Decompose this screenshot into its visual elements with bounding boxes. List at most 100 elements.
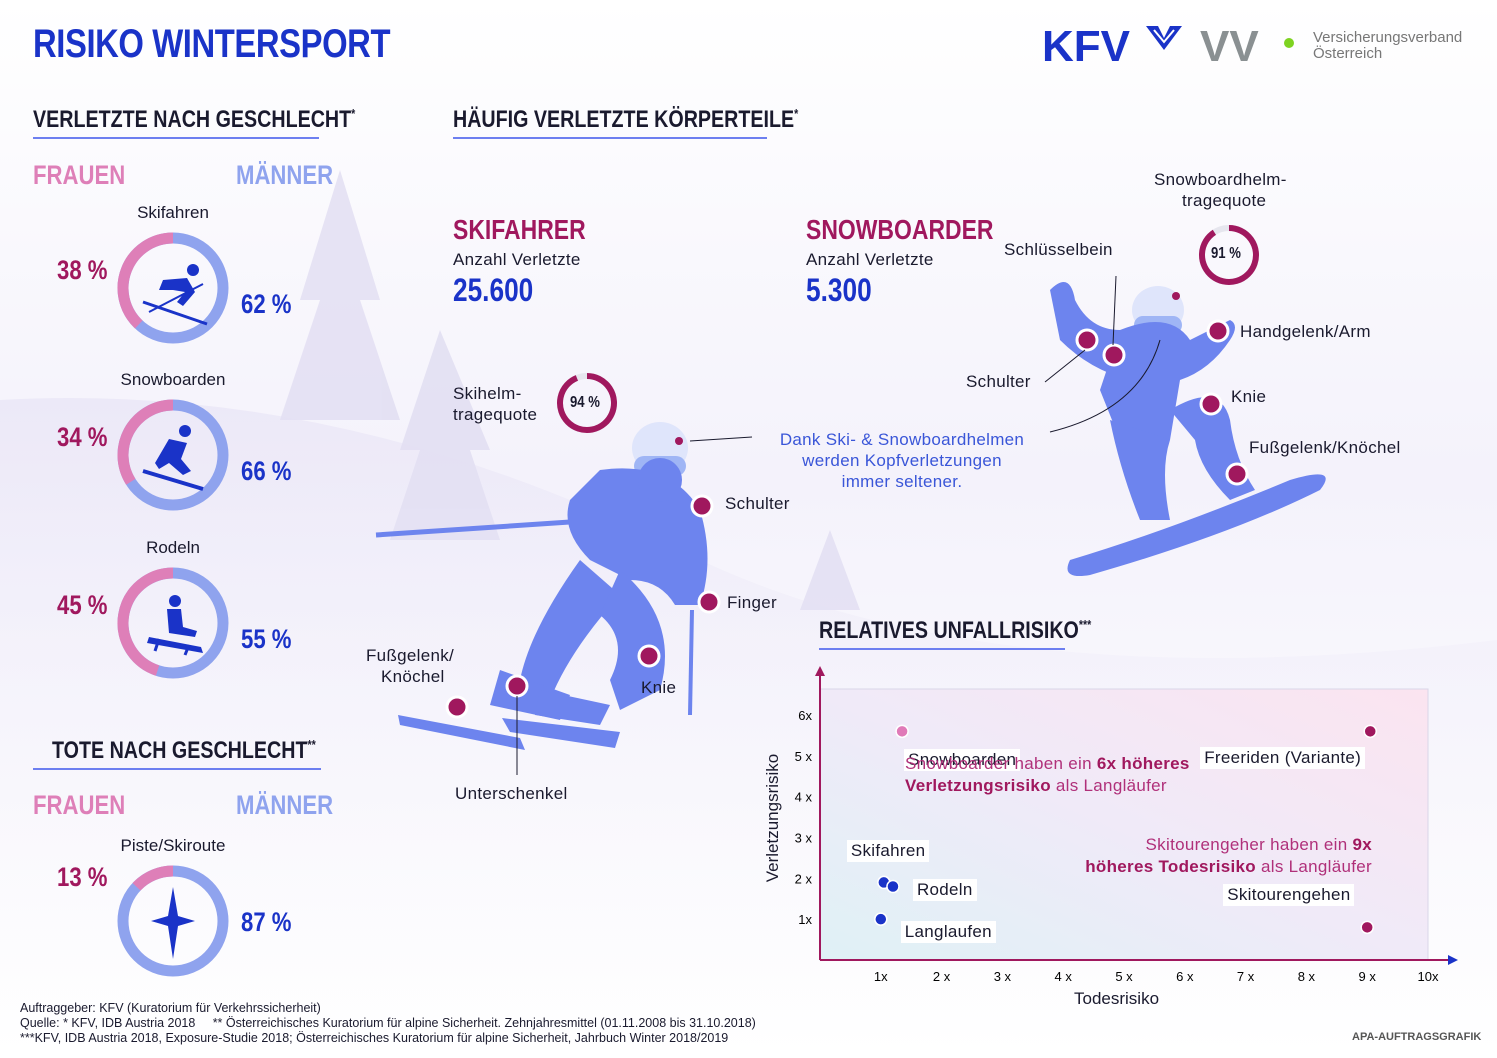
skier-helmet-label-1: Skihelm- (453, 384, 522, 403)
tour-risk-note: Skitourengeher haben ein 9x höheres Todes… (1040, 834, 1372, 878)
risk-chart-underline (819, 648, 1065, 650)
deaths-item-label: Piste/Skiroute (120, 836, 226, 855)
injured-gender-title-text: VERLETZTE NACH GESCHLECHT (33, 106, 352, 133)
y-tick-label: 1x (798, 912, 812, 927)
sport-female-pct: 38 % (57, 255, 108, 285)
marker-snow-shoulder (1075, 328, 1099, 352)
skier-label-ankle-1: Fußgelenk/ (366, 646, 455, 665)
point-label: Rodeln (912, 878, 977, 901)
sport-donut (117, 232, 229, 344)
marker-skier-knee (637, 644, 661, 668)
marker-skier-shoulder (690, 494, 714, 518)
x-tick-label: 8 x (1298, 969, 1316, 984)
snow-note-bold: 6x höheres (1096, 754, 1190, 773)
snowboarder-helmet-arc (1199, 225, 1259, 285)
skier-icon (142, 264, 208, 326)
x-tick-label: 10x (1418, 969, 1439, 984)
x-tick-label: 3 x (994, 969, 1012, 984)
kfv-logo: KFV (1042, 22, 1182, 72)
sport-male-pct: 55 % (241, 624, 292, 654)
skier-label-shoulder: Schulter (725, 494, 790, 513)
x-tick-label: 7 x (1237, 969, 1255, 984)
tour-note-bold: 9x (1352, 835, 1372, 854)
vv-logo-text: VV (1200, 22, 1259, 71)
marker-skier-lower-leg (505, 674, 529, 698)
snow-label-wrist: Handgelenk/Arm (1240, 322, 1371, 341)
snow-note-bold2: Verletzungsrisiko (905, 776, 1051, 795)
point-langlaufen (874, 912, 888, 926)
snowboarder-helmet-donut (1199, 225, 1259, 285)
body-parts-title: HÄUFIG VERLETZTE KÖRPERTEILE* (453, 106, 798, 134)
skier-title: SKIFAHRER (453, 214, 586, 245)
compass-star-icon (151, 887, 195, 959)
sport-male-pct: 62 % (241, 289, 292, 319)
sport-label: Skifahren (137, 203, 209, 222)
skier-label-knee: Knie (641, 678, 677, 697)
x-axis-title: Todesrisiko (1074, 989, 1160, 1008)
deaths-donut (117, 865, 229, 977)
marker-snow-head (1172, 292, 1180, 300)
sport-label: Snowboarden (120, 370, 226, 389)
page-title: RISIKO WINTERSPORT (33, 22, 391, 66)
snowboarder-count-label: Anzahl Verletzte (806, 250, 934, 269)
vv-logo-dot (1284, 38, 1294, 48)
snowboarder-helmet-label-1: Snowboardhelm- (1154, 170, 1287, 189)
point-label: Freeriden (Variante) (1200, 747, 1366, 770)
sport-donut (117, 399, 229, 511)
skier-helmet-arc (557, 373, 617, 433)
sport-male-pct: 66 % (241, 456, 292, 486)
y-ticks: 1x 2 x 3 x 4 x 5 x 6x (795, 708, 813, 927)
y-axis-title: Verletzungsrisiko (763, 753, 782, 883)
skier-helmet-donut (557, 373, 617, 433)
male-label: MÄNNER (236, 160, 334, 190)
sport-female-pct: 45 % (57, 590, 108, 620)
body-parts-title-text: HÄUFIG VERLETZTE KÖRPERTEILE (453, 106, 795, 133)
deaths-female-pct: 13 % (57, 862, 108, 892)
female-label: FRAUEN (33, 160, 126, 190)
x-axis-arrow (1448, 955, 1458, 965)
tour-note-bold2: höheres Todesrisiko (1085, 857, 1256, 876)
snowboarder-title: SNOWBOARDER (806, 214, 994, 245)
helmet-note-line1: Dank Ski- & Snowboardhelmen (779, 430, 1025, 449)
plot-area (819, 688, 1429, 961)
injured-gender-title: VERLETZTE NACH GESCHLECHT* (33, 106, 355, 134)
skier-count: 25.600 (453, 272, 534, 308)
helmet-note-line2: werden Kopfverletzungen (802, 451, 1002, 470)
snowboarder-figure (1050, 282, 1326, 576)
deaths-female-label: FRAUEN (33, 790, 126, 820)
snow-note-post: als Langläufer (1050, 776, 1167, 795)
snowboarder-helmet-pct: 91 % (1211, 245, 1241, 262)
risk-scatter-chart: 1x 2 x 3 x 4 x 5 x 6 x 7 x 8 x 9 x 10x 1x 2 x 3 x 4 … (795, 666, 1458, 984)
risk-chart-title-text: RELATIVES UNFALLRISIKO (819, 617, 1079, 644)
tour-note-post: als Langläufer (1255, 857, 1372, 876)
y-tick-label: 3 x (795, 831, 813, 846)
donut-female-arc (117, 399, 174, 485)
marker-snow-collarbone (1102, 343, 1126, 367)
data-points (874, 724, 1377, 935)
x-tick-label: 1x (874, 969, 888, 984)
tree-silhouettes (280, 170, 860, 610)
snow-note-pre: Snowboarder haben ein (905, 754, 1097, 773)
kfv-logo-text: KFV (1042, 22, 1130, 71)
point-rodeln (886, 879, 900, 894)
helmet-note-line3: immer seltener. (841, 472, 963, 491)
body-parts-star: * (794, 106, 799, 121)
x-tick-label: 5 x (1115, 969, 1133, 984)
point-snowboarden (895, 724, 909, 739)
helmet-note: Dank Ski- & Snowboardhelmen werden Kopfv… (752, 429, 1052, 492)
point-label: Skitourengehen (1223, 884, 1355, 907)
vv-name-line2: Österreich (1313, 45, 1383, 62)
x-tick-label: 6 x (1176, 969, 1194, 984)
footer-line3: ***KFV, IDB Austria 2018, Exposure-Studi… (20, 1031, 729, 1045)
deaths-donut-female-arc (132, 865, 174, 891)
snow-label-shoulder: Schulter (966, 372, 1031, 391)
skier-helmet-label-2: tragequote (453, 405, 538, 424)
x-ticks: 1x 2 x 3 x 4 x 5 x 6 x 7 x 8 x 9 x 10x (874, 969, 1439, 984)
x-tick-label: 9 x (1359, 969, 1377, 984)
donut-female-arc (117, 567, 174, 676)
tour-note-pre: Skitourengeher haben ein (1145, 835, 1353, 854)
footer-credit: APA-AUFTRAGSGRAFIK (1352, 1031, 1482, 1043)
sport-label: Rodeln (146, 538, 200, 557)
y-tick-label: 4 x (795, 790, 813, 805)
